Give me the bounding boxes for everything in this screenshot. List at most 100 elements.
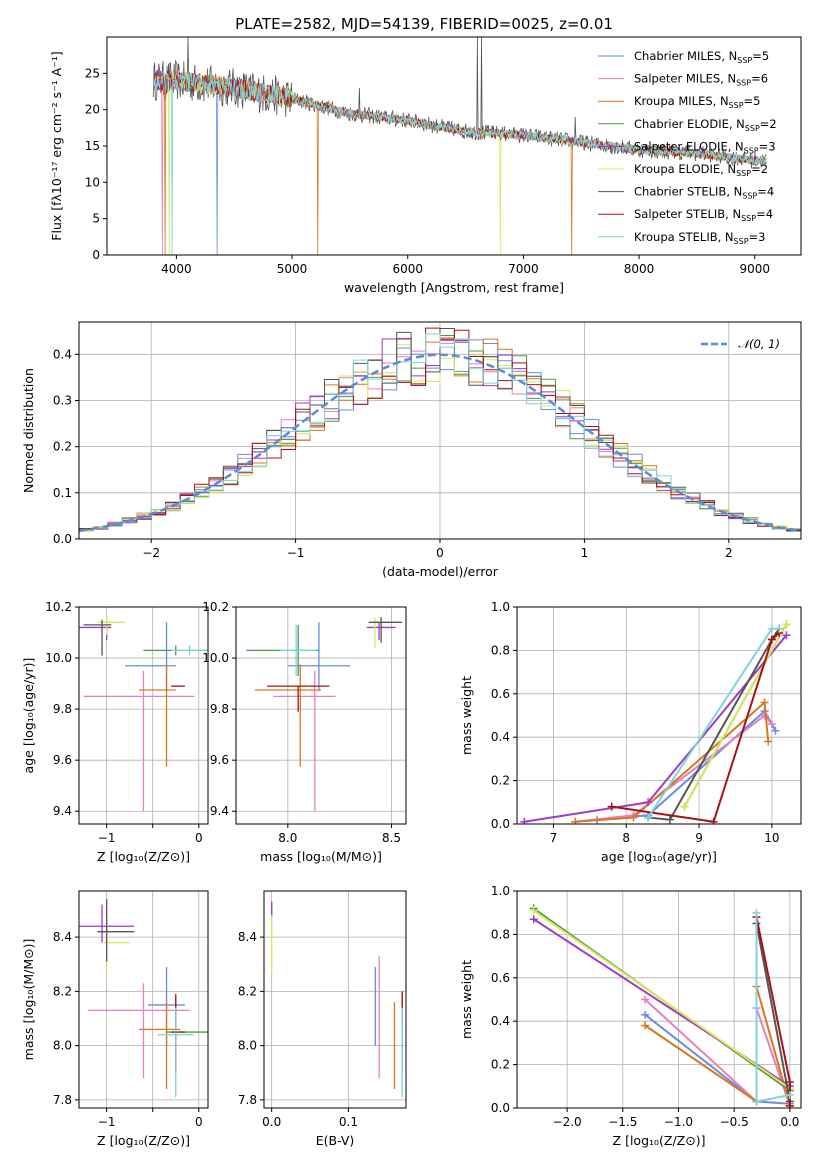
plot-area	[520, 620, 791, 824]
y-tick-label: 25	[85, 66, 100, 80]
x-tick-label: −2	[142, 546, 160, 560]
x-tick-label: −1.5	[608, 1115, 637, 1129]
panel-age-vs-Z: −1 0 9.4 9.6 9.8 10.0 10.2 Z [log₁₀(Z/Z⊙)] age […	[21, 600, 209, 864]
plot-area	[246, 617, 402, 812]
axis-frame	[235, 606, 407, 825]
weight-marker	[767, 635, 776, 644]
x-tick-label: 6000	[392, 262, 423, 276]
y-tick-label: 9.4	[53, 804, 72, 818]
y-tick-label: 0.2	[491, 1058, 510, 1072]
errorbar-point-6	[368, 617, 402, 643]
weight-marker	[571, 817, 580, 824]
x-tick-label: 8000	[624, 262, 655, 276]
x-tick-label: 4000	[161, 262, 192, 276]
x-tick-label: 9000	[739, 262, 770, 276]
legend-entry: Kroupa ELODIE, NSSP=2	[634, 162, 768, 178]
weight-marker	[782, 631, 791, 640]
x-tick-label: 0.0	[262, 1115, 281, 1129]
weight-marker	[785, 1101, 794, 1108]
panel-mass-vs-Z: −1 0 7.8 8.0 8.2 8.4 Z [log₁₀(Z/Z⊙)] mass [log₁…	[21, 890, 209, 1148]
y-tick-label: 0.3	[53, 393, 72, 407]
x-tick-label: −1	[287, 546, 305, 560]
x-tick-label: 8.5	[382, 831, 401, 845]
errorbar-point-2	[254, 664, 321, 767]
weight-line-1	[575, 714, 773, 823]
errorbar-point-8	[279, 624, 317, 676]
y-axis-label: Normed distribution	[21, 368, 36, 493]
weight-marker	[680, 802, 689, 811]
errorbar-point-7	[171, 994, 185, 1073]
y-tick-label: 9.8	[53, 702, 72, 716]
y-tick-label: 1.0	[491, 600, 510, 614]
x-tick-label: 1	[581, 546, 589, 560]
plot-area	[529, 904, 794, 1108]
weight-line-6	[647, 628, 781, 821]
weight-line-2	[644, 986, 791, 1107]
y-tick-label: 10.0	[45, 651, 72, 665]
errorbar-point-6	[97, 899, 135, 962]
panel-weight-vs-age: 7 8 9 10 0.0 0.2 0.4 0.6 0.8 1.0 age [log₁₀(age/yr…	[459, 600, 802, 864]
errorbar-point-1	[88, 983, 190, 1079]
weight-marker	[644, 813, 653, 822]
weight-line-5	[533, 909, 791, 1090]
weight-marker	[641, 995, 650, 1004]
x-tick-label: −0.5	[720, 1115, 749, 1129]
y-tick-label: 9.6	[53, 753, 72, 767]
weight-marker	[644, 798, 653, 807]
y-tick-label: 8.0	[238, 1039, 257, 1053]
errorbar-point-2	[138, 664, 176, 767]
y-tick-label: 0.0	[491, 817, 510, 831]
panel-residuals: −2 −1 0 1 2 0.0 0.1 0.2 0.3 0.4 (data-model)/error…	[21, 321, 802, 579]
x-tick-label: 5000	[277, 262, 308, 276]
weight-marker	[785, 1090, 794, 1099]
weight-marker	[760, 698, 769, 707]
errorbar-point-2	[138, 1002, 181, 1090]
errorbar-point-6	[83, 619, 112, 656]
weight-marker	[782, 620, 791, 629]
histogram-series-6	[79, 328, 801, 532]
errorbar-point-0	[287, 622, 351, 692]
legend-entry: Salpeter STELIB, NSSP=4	[634, 207, 773, 223]
weight-marker	[764, 737, 773, 746]
legend-entry: Salpeter ELODIE, NSSP=3	[634, 139, 776, 155]
legend-entry: Kroupa STELIB, NSSP=3	[634, 230, 765, 246]
plot-area	[152, 37, 767, 255]
legend-entry: Chabrier ELODIE, NSSP=2	[634, 117, 777, 133]
weight-marker	[529, 915, 538, 924]
errorbar-point-4	[79, 904, 135, 943]
weight-marker	[752, 1097, 761, 1106]
y-tick-label: 7.8	[53, 1093, 72, 1107]
x-axis-label: wavelength [Angstrom, rest frame]	[344, 280, 564, 295]
x-tick-label: 0	[195, 1115, 203, 1129]
y-tick-label: 8.0	[53, 1039, 72, 1053]
y-tick-label: 0.4	[491, 730, 510, 744]
axis-frame	[78, 606, 209, 825]
errorbar-point-7	[267, 685, 330, 712]
panel-mass-vs-ebv: 0.0 0.1 7.8 8.0 8.2 8.4 E(B-V)	[238, 890, 407, 1148]
y-tick-label: 0.0	[53, 532, 72, 546]
weight-line-1	[644, 998, 791, 1107]
legend-entry: Salpeter MILES, NSSP=6	[634, 72, 768, 88]
plot-area	[271, 901, 403, 1098]
y-tick-label: 20	[85, 103, 100, 117]
weight-marker	[752, 908, 761, 917]
y-tick-label: 8.4	[53, 930, 72, 944]
weight-marker	[771, 726, 780, 735]
y-tick-label: 7.8	[238, 1093, 257, 1107]
plot-area	[79, 327, 801, 533]
y-tick-label: 5	[92, 212, 100, 226]
weight-marker	[641, 1021, 650, 1030]
x-axis-label: Z [log₁₀(Z/Z⊙)]	[97, 1133, 190, 1148]
weight-marker	[629, 813, 638, 822]
weight-marker	[709, 817, 718, 824]
x-tick-label: 7000	[508, 262, 539, 276]
x-tick-label: 9	[695, 831, 703, 845]
weight-line-2	[575, 700, 770, 823]
x-tick-label: 0.1	[339, 1115, 358, 1129]
x-tick-label: 0	[195, 831, 203, 845]
weight-marker	[520, 817, 529, 824]
y-tick-label: 0.1	[53, 486, 72, 500]
weight-line-7	[611, 632, 780, 823]
